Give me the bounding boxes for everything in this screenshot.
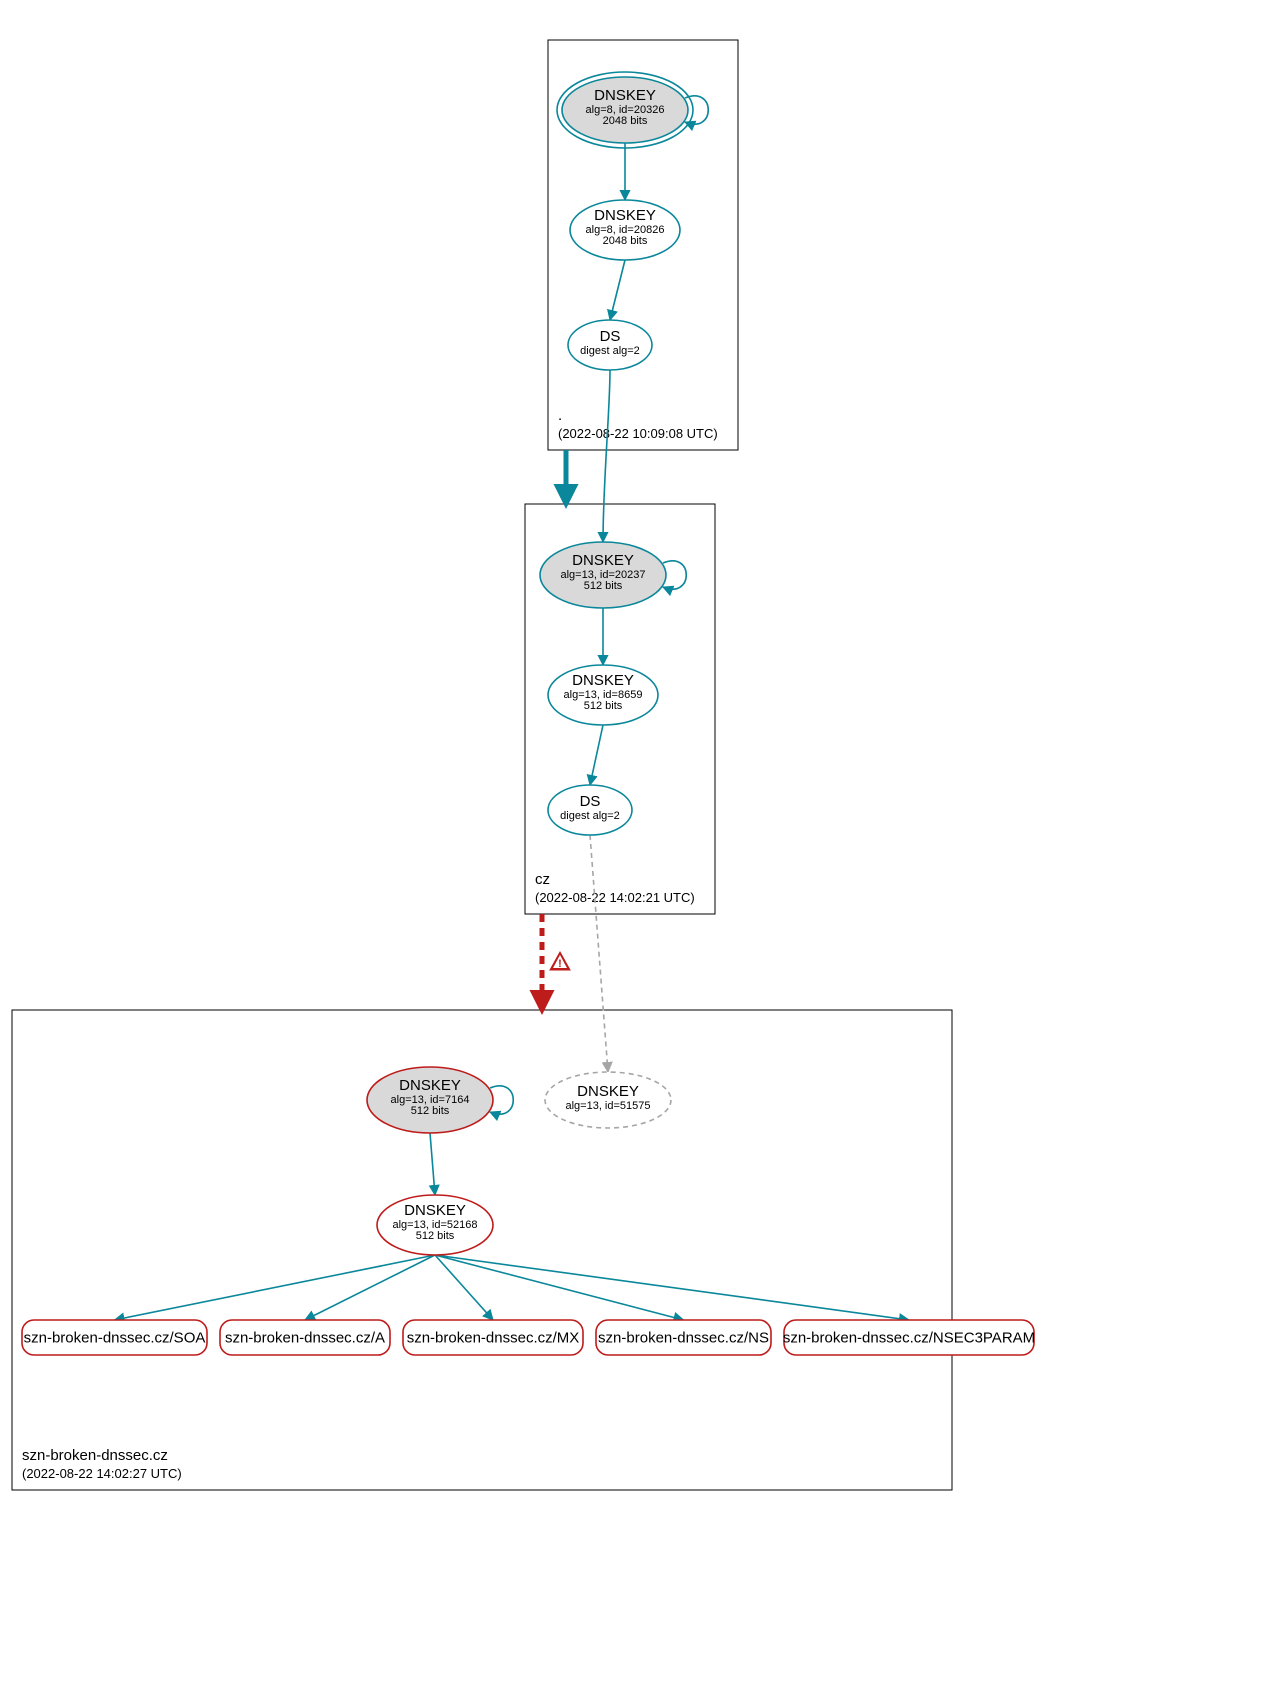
edge-cz_zsk-cz_ds <box>590 725 603 785</box>
svg-text:szn-broken-dnssec.cz: szn-broken-dnssec.cz <box>22 1447 168 1464</box>
svg-text:szn-broken-dnssec.cz/A: szn-broken-dnssec.cz/A <box>225 1330 385 1347</box>
rec_soa: szn-broken-dnssec.cz/SOA <box>22 1320 207 1355</box>
svg-text:szn-broken-dnssec.cz/MX: szn-broken-dnssec.cz/MX <box>407 1330 580 1347</box>
svg-text:(2022-08-22 10:09:08 UTC): (2022-08-22 10:09:08 UTC) <box>558 426 718 441</box>
svg-text:DNSKEY: DNSKEY <box>399 1077 461 1094</box>
svg-text:digest alg=2: digest alg=2 <box>580 345 640 357</box>
edge-szn_ksk-szn_zsk <box>430 1133 435 1195</box>
svg-text:DNSKEY: DNSKEY <box>404 1202 466 1219</box>
node-cz_ksk: DNSKEYalg=13, id=20237512 bits <box>540 542 686 608</box>
svg-text:DS: DS <box>580 793 601 810</box>
node-cz_ds: DSdigest alg=2 <box>548 785 632 835</box>
svg-text:(2022-08-22 14:02:27 UTC): (2022-08-22 14:02:27 UTC) <box>22 1466 182 1481</box>
svg-text:(2022-08-22 14:02:21 UTC): (2022-08-22 14:02:21 UTC) <box>535 890 695 905</box>
svg-text:.: . <box>558 407 562 424</box>
edge-szn_zsk-rec_a <box>305 1255 435 1320</box>
svg-text:2048 bits: 2048 bits <box>603 235 648 247</box>
svg-text:szn-broken-dnssec.cz/NSEC3PARA: szn-broken-dnssec.cz/NSEC3PARAM <box>783 1330 1035 1347</box>
svg-text:DNSKEY: DNSKEY <box>572 552 634 569</box>
warning-icon: ! <box>550 952 570 970</box>
svg-text:2048 bits: 2048 bits <box>603 115 648 127</box>
svg-text:szn-broken-dnssec.cz/NS: szn-broken-dnssec.cz/NS <box>598 1330 769 1347</box>
rec_nsec3: szn-broken-dnssec.cz/NSEC3PARAM <box>783 1320 1035 1355</box>
edge-root_ds-cz_ksk <box>603 370 610 542</box>
svg-text:!: ! <box>558 958 562 970</box>
svg-text:alg=13, id=51575: alg=13, id=51575 <box>565 1100 650 1112</box>
rec_a: szn-broken-dnssec.cz/A <box>220 1320 390 1355</box>
svg-text:512 bits: 512 bits <box>416 1230 455 1242</box>
svg-text:DNSKEY: DNSKEY <box>594 87 656 104</box>
edge-szn_zsk-rec_ns <box>435 1255 684 1320</box>
svg-text:digest alg=2: digest alg=2 <box>560 810 620 822</box>
edge-szn_zsk-rec_soa <box>115 1255 436 1320</box>
svg-text:512 bits: 512 bits <box>584 580 623 592</box>
dnssec-chain-diagram: . (2022-08-22 10:09:08 UTC) cz (2022-08-22 … <box>0 0 1261 1690</box>
svg-text:cz: cz <box>535 871 550 888</box>
node-cz_zsk: DNSKEYalg=13, id=8659512 bits <box>548 665 658 725</box>
svg-text:DNSKEY: DNSKEY <box>594 207 656 224</box>
svg-text:512 bits: 512 bits <box>411 1105 450 1117</box>
node-root_ksk: DNSKEYalg=8, id=203262048 bits <box>557 72 708 148</box>
node-root_ds: DSdigest alg=2 <box>568 320 652 370</box>
edge-cz_ds-szn_ghost <box>590 835 608 1072</box>
svg-text:DNSKEY: DNSKEY <box>577 1083 639 1100</box>
edge-root_zsk-root_ds <box>610 260 625 320</box>
node-szn_ksk: DNSKEYalg=13, id=7164512 bits <box>367 1067 513 1133</box>
svg-text:szn-broken-dnssec.cz/SOA: szn-broken-dnssec.cz/SOA <box>24 1330 206 1347</box>
edge-szn_zsk-rec_nsec3 <box>435 1255 909 1320</box>
svg-text:DNSKEY: DNSKEY <box>572 672 634 689</box>
edge-szn_zsk-rec_mx <box>435 1255 493 1320</box>
node-szn_zsk: DNSKEYalg=13, id=52168512 bits <box>377 1195 493 1255</box>
svg-text:DS: DS <box>600 328 621 345</box>
node-root_zsk: DNSKEYalg=8, id=208262048 bits <box>570 200 680 260</box>
rec_ns: szn-broken-dnssec.cz/NS <box>596 1320 771 1355</box>
svg-text:512 bits: 512 bits <box>584 700 623 712</box>
node-szn_ghost: DNSKEYalg=13, id=51575 <box>545 1072 671 1128</box>
rec_mx: szn-broken-dnssec.cz/MX <box>403 1320 583 1355</box>
